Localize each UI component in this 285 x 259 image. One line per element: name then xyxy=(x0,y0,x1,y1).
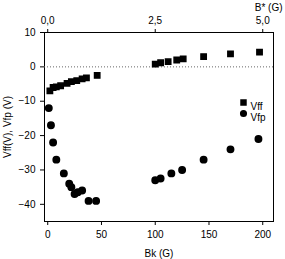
svg-text:Vff: Vff xyxy=(251,101,263,112)
svg-text:150: 150 xyxy=(201,229,218,240)
svg-text:−10: −10 xyxy=(19,95,36,106)
svg-text:B* (G): B* (G) xyxy=(255,2,283,13)
svg-text:0: 0 xyxy=(45,229,51,240)
svg-text:0: 0 xyxy=(30,61,36,72)
svg-text:−20: −20 xyxy=(19,130,36,141)
svg-text:100: 100 xyxy=(147,229,164,240)
svg-text:−40: −40 xyxy=(19,199,36,210)
svg-text:10: 10 xyxy=(24,27,36,38)
svg-text:Vff(V), Vfp (V): Vff(V), Vfp (V) xyxy=(2,96,13,158)
svg-text:2,5: 2,5 xyxy=(148,15,162,26)
svg-text:0,0: 0,0 xyxy=(41,15,55,26)
svg-text:−30: −30 xyxy=(19,164,36,175)
svg-text:5,0: 5,0 xyxy=(256,15,270,26)
svg-text:Vfp: Vfp xyxy=(251,112,266,123)
svg-text:Bk (G): Bk (G) xyxy=(145,248,174,259)
svg-text:200: 200 xyxy=(254,229,271,240)
svg-text:50: 50 xyxy=(96,229,108,240)
